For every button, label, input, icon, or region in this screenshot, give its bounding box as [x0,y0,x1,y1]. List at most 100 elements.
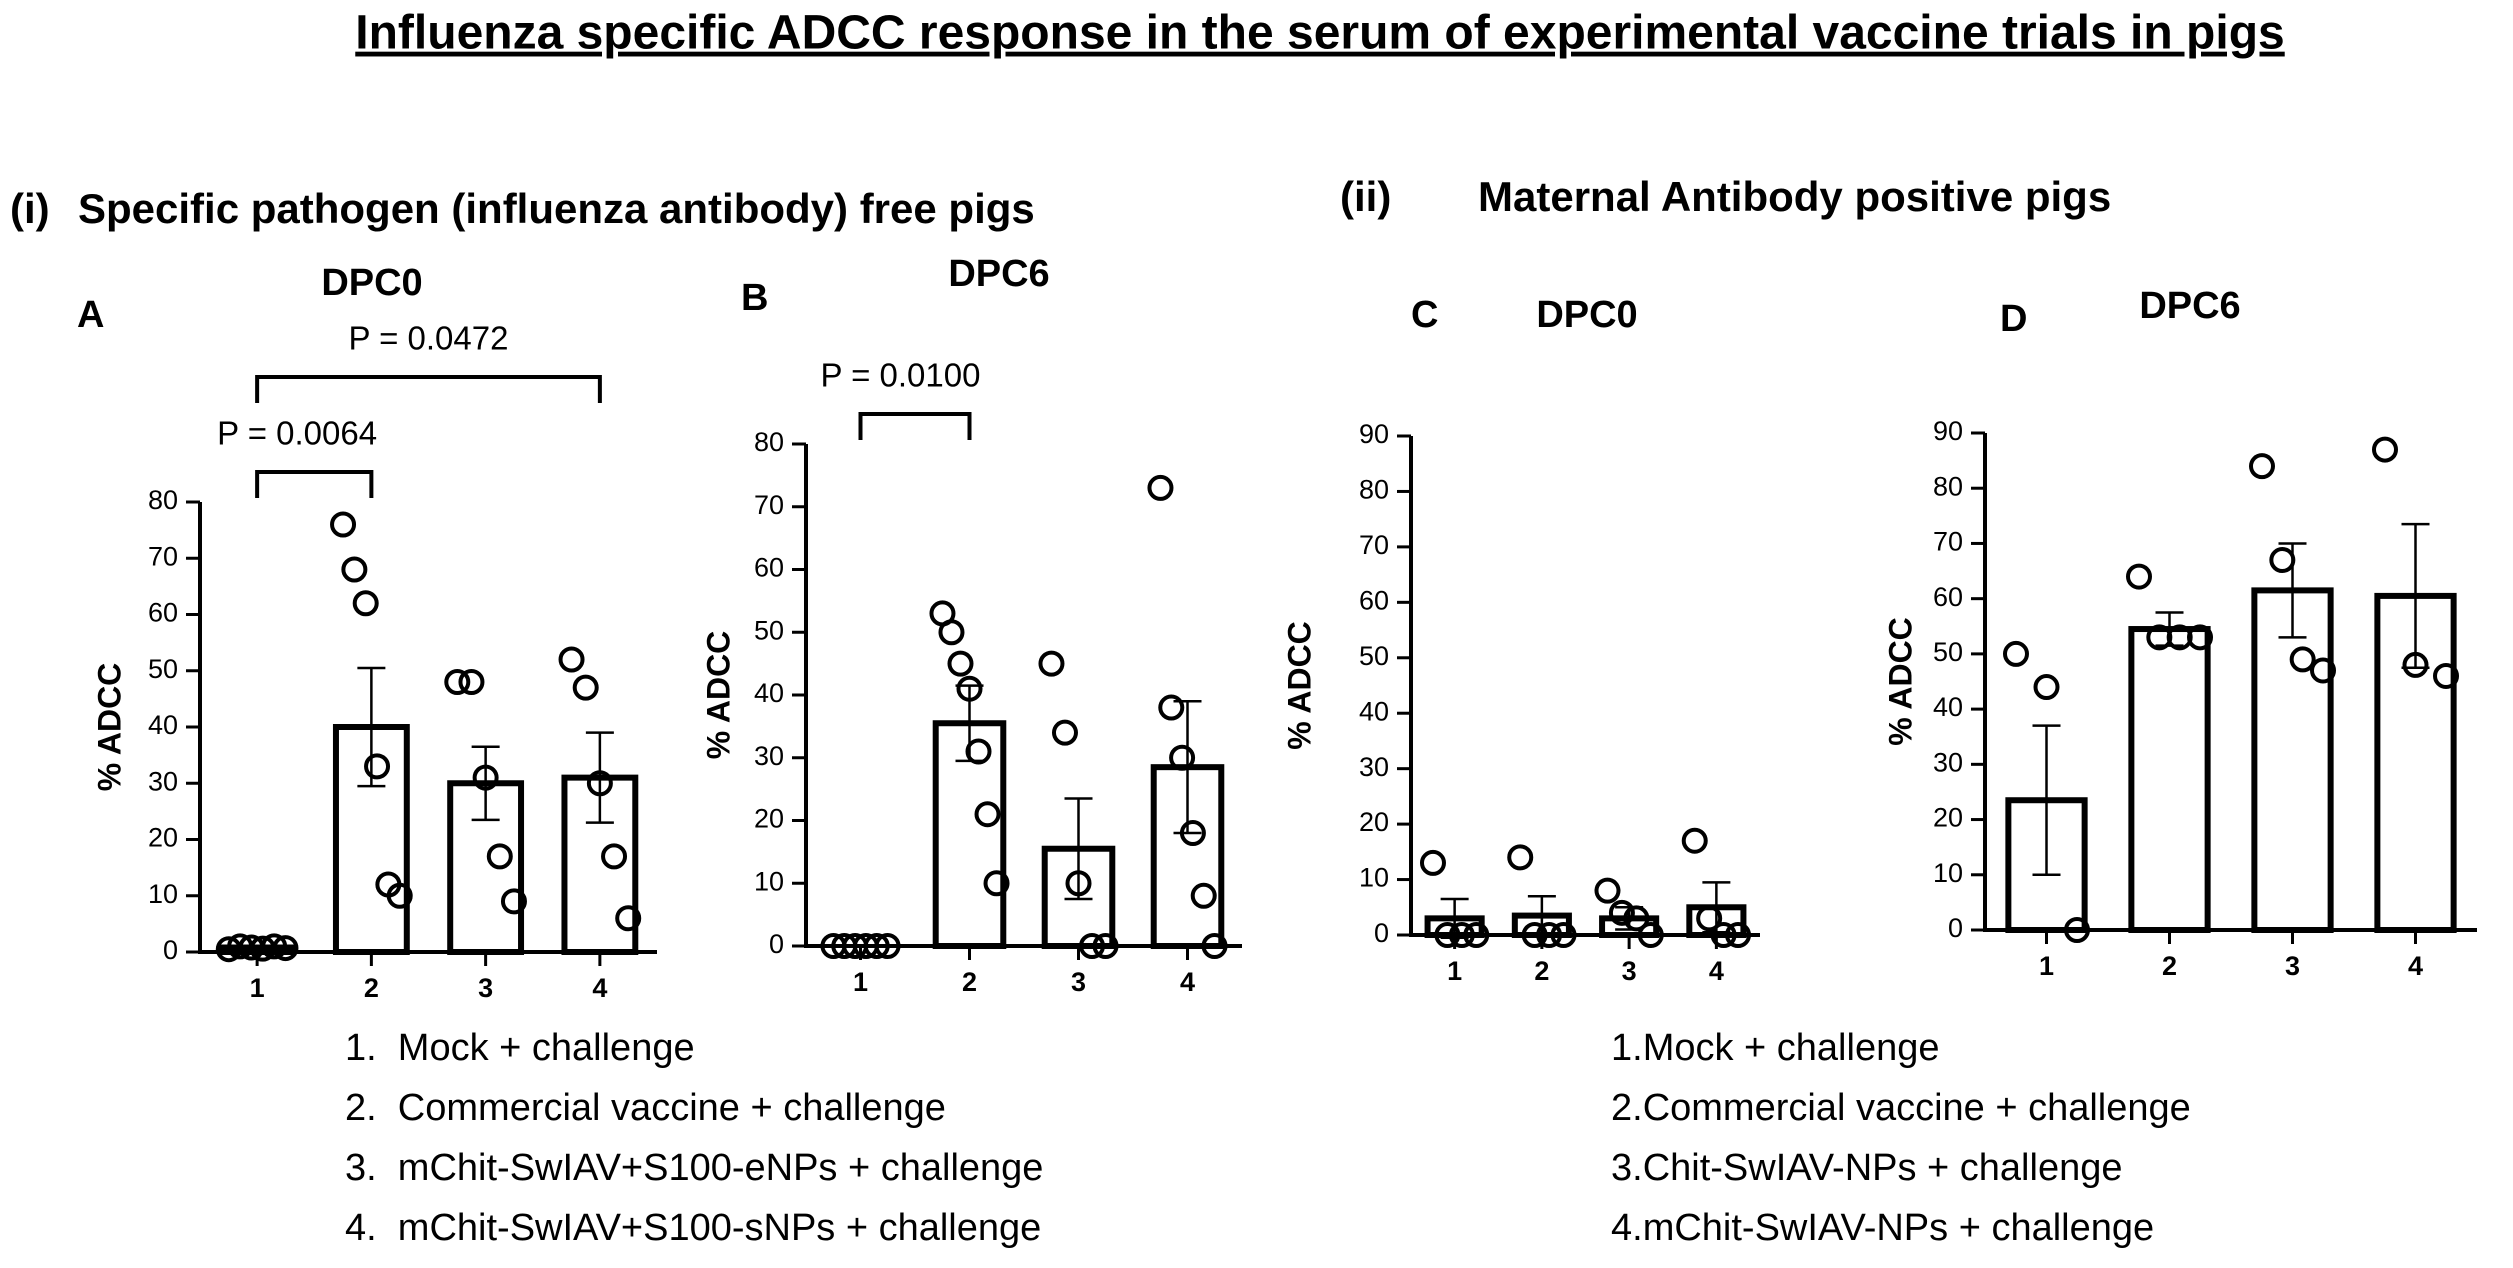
data-point [2402,651,2429,678]
y-tick-label: 40 [1359,696,1389,726]
y-tick-label: 50 [1933,637,1963,667]
data-point [272,935,299,962]
x-tick-label: 3 [1622,956,1637,986]
x-tick-label: 2 [364,973,379,1003]
data-point [1051,719,1078,746]
bar [332,724,410,955]
y-tick-label: 60 [754,553,784,583]
data-point [330,511,357,538]
panel-letter: C [1411,294,1438,336]
data-point [2187,624,2214,651]
y-tick-label: 20 [1359,807,1389,837]
panel-title: DPC0 [321,262,422,304]
y-tick-label: 70 [754,490,784,520]
y-axis-label: % ADCC [1281,621,1317,750]
figure-title: Influenza specific ADCC response in the … [355,7,2284,60]
y-axis-label: % ADCC [1882,617,1918,746]
data-point [947,650,974,677]
data-point [2125,563,2152,590]
y-tick-label: 10 [148,879,178,909]
error-bar [243,944,272,951]
data-point [1419,849,1446,876]
y-tick-label: 80 [148,485,178,515]
y-tick-label: 90 [1933,416,1963,446]
y-tick-label: 10 [1933,858,1963,888]
data-point [1179,820,1206,847]
x-tick-label: 2 [1534,956,1549,986]
data-point [1507,844,1534,871]
data-point [1038,650,1065,677]
error-bar [2032,724,2061,877]
data-point [2248,453,2275,480]
y-tick-label: 90 [1359,419,1389,449]
panel-letter: D [2000,298,2027,340]
panel-title: DPC6 [2139,285,2240,327]
significance-bracket [858,412,972,440]
p-value: P = 0.0100 [821,357,981,394]
y-axis-label: % ADCC [700,631,736,760]
data-point [472,764,499,791]
y-tick-label: 0 [1948,913,1963,943]
y-tick-label: 10 [1359,863,1389,893]
p-value: P = 0.0472 [349,320,509,357]
y-tick-label: 70 [1359,530,1389,560]
x-tick-label: 4 [2408,951,2423,981]
error-bar [1064,797,1093,901]
data-point [572,674,599,701]
x-tick-label: 4 [1709,956,1724,986]
data-point [586,770,613,797]
data-point [261,933,288,960]
data-point [1608,899,1635,926]
y-tick-label: 30 [1359,752,1389,782]
data-point [1623,905,1650,932]
data-point [341,556,368,583]
data-point [1681,827,1708,854]
section-label: (i) [10,185,50,232]
data-point [938,619,965,646]
data-point [1696,905,1723,932]
x-tick-label: 3 [1071,967,1086,997]
y-tick-label: 0 [1374,918,1389,948]
y-tick-label: 30 [754,741,784,771]
data-point [983,870,1010,897]
y-tick-label: 50 [754,615,784,645]
x-tick-label: 2 [962,967,977,997]
data-point [444,669,471,695]
error-bar [471,745,500,822]
panel-title: DPC6 [948,253,1049,295]
panel-letter: A [77,294,104,336]
y-tick-label: 20 [148,823,178,853]
y-tick-label: 40 [754,678,784,708]
legend-item: 2.Commercial vaccine + challenge [1611,1087,2191,1129]
y-axis-label: % ADCC [91,663,127,792]
data-point [1169,744,1196,771]
data-point [1147,474,1174,501]
y-tick-label: 70 [148,541,178,571]
bar [2251,587,2334,934]
data-point [1594,877,1621,904]
data-point [2433,662,2460,689]
data-point [386,882,413,909]
x-tick-label: 3 [2285,951,2300,981]
p-value: P = 0.0064 [217,415,377,452]
x-tick-label: 1 [853,967,868,997]
y-tick-label: 80 [1359,475,1389,505]
error-bar [357,666,386,788]
data-point [364,753,391,780]
y-tick-label: 60 [148,598,178,628]
y-tick-label: 80 [754,427,784,457]
error-bar [585,731,614,824]
y-tick-label: 0 [163,935,178,965]
y-tick-label: 0 [769,929,784,959]
x-tick-label: 1 [2039,951,2054,981]
data-point [2371,436,2398,463]
data-point [486,843,513,870]
data-point [2002,640,2029,667]
data-point [2289,646,2316,673]
data-point [500,888,527,915]
data-point [615,905,642,932]
legend-item: 2. Commercial vaccine + challenge [345,1087,946,1129]
y-tick-label: 40 [1933,692,1963,722]
data-point [2310,657,2337,684]
data-point [1190,882,1217,909]
